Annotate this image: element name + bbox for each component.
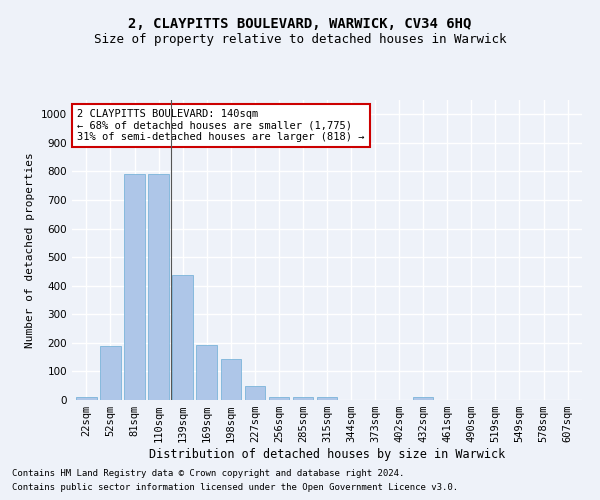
Bar [76,396,97,400]
Bar [196,345,217,400]
Bar [148,174,169,400]
Bar [293,397,313,400]
Text: Size of property relative to detached houses in Warwick: Size of property relative to detached ho… [94,32,506,46]
Bar [172,275,193,400]
Bar [100,346,121,400]
Bar [317,397,337,400]
Y-axis label: Number of detached properties: Number of detached properties [25,152,35,348]
X-axis label: Distribution of detached houses by size in Warwick: Distribution of detached houses by size … [149,448,505,461]
Text: 2, CLAYPITTS BOULEVARD, WARWICK, CV34 6HQ: 2, CLAYPITTS BOULEVARD, WARWICK, CV34 6H… [128,18,472,32]
Text: 2 CLAYPITTS BOULEVARD: 140sqm
← 68% of detached houses are smaller (1,775)
31% o: 2 CLAYPITTS BOULEVARD: 140sqm ← 68% of d… [77,109,365,142]
Text: Contains HM Land Registry data © Crown copyright and database right 2024.: Contains HM Land Registry data © Crown c… [12,468,404,477]
Bar [124,174,145,400]
Bar [413,396,433,400]
Text: Contains public sector information licensed under the Open Government Licence v3: Contains public sector information licen… [12,484,458,492]
Bar [245,386,265,400]
Bar [269,396,289,400]
Bar [221,359,241,400]
